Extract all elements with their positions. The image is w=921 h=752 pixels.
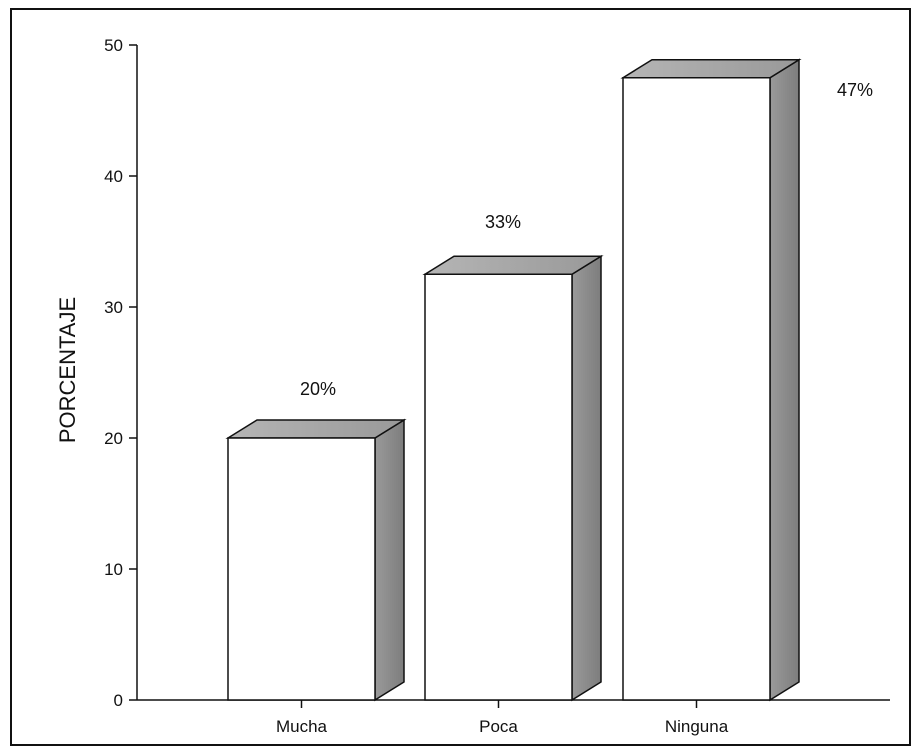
y-tick-label: 50 bbox=[104, 36, 123, 55]
bar-side-face bbox=[375, 420, 404, 700]
y-tick-label: 30 bbox=[104, 298, 123, 317]
data-label: 20% bbox=[300, 379, 336, 399]
bar-ninguna bbox=[623, 60, 799, 700]
bar-side-face bbox=[770, 60, 799, 700]
bar-top-face bbox=[623, 60, 799, 78]
bar-front-face bbox=[228, 438, 375, 700]
x-tick-label: Mucha bbox=[276, 717, 328, 736]
y-tick-label: 10 bbox=[104, 560, 123, 579]
y-tick-label: 0 bbox=[114, 691, 123, 710]
y-tick-label: 20 bbox=[104, 429, 123, 448]
data-label: 47% bbox=[837, 80, 873, 100]
bar-top-face bbox=[228, 420, 404, 438]
data-label: 33% bbox=[485, 212, 521, 232]
bar-front-face bbox=[425, 274, 572, 700]
bar-top-face bbox=[425, 256, 601, 274]
y-axis-label: PORCENTAJE bbox=[55, 297, 80, 443]
bar-mucha bbox=[228, 420, 404, 700]
bar-poca bbox=[425, 256, 601, 700]
y-tick-label: 40 bbox=[104, 167, 123, 186]
x-tick-label: Poca bbox=[479, 717, 518, 736]
bar-side-face bbox=[572, 256, 601, 700]
bar-front-face bbox=[623, 78, 770, 700]
x-tick-label: Ninguna bbox=[665, 717, 729, 736]
